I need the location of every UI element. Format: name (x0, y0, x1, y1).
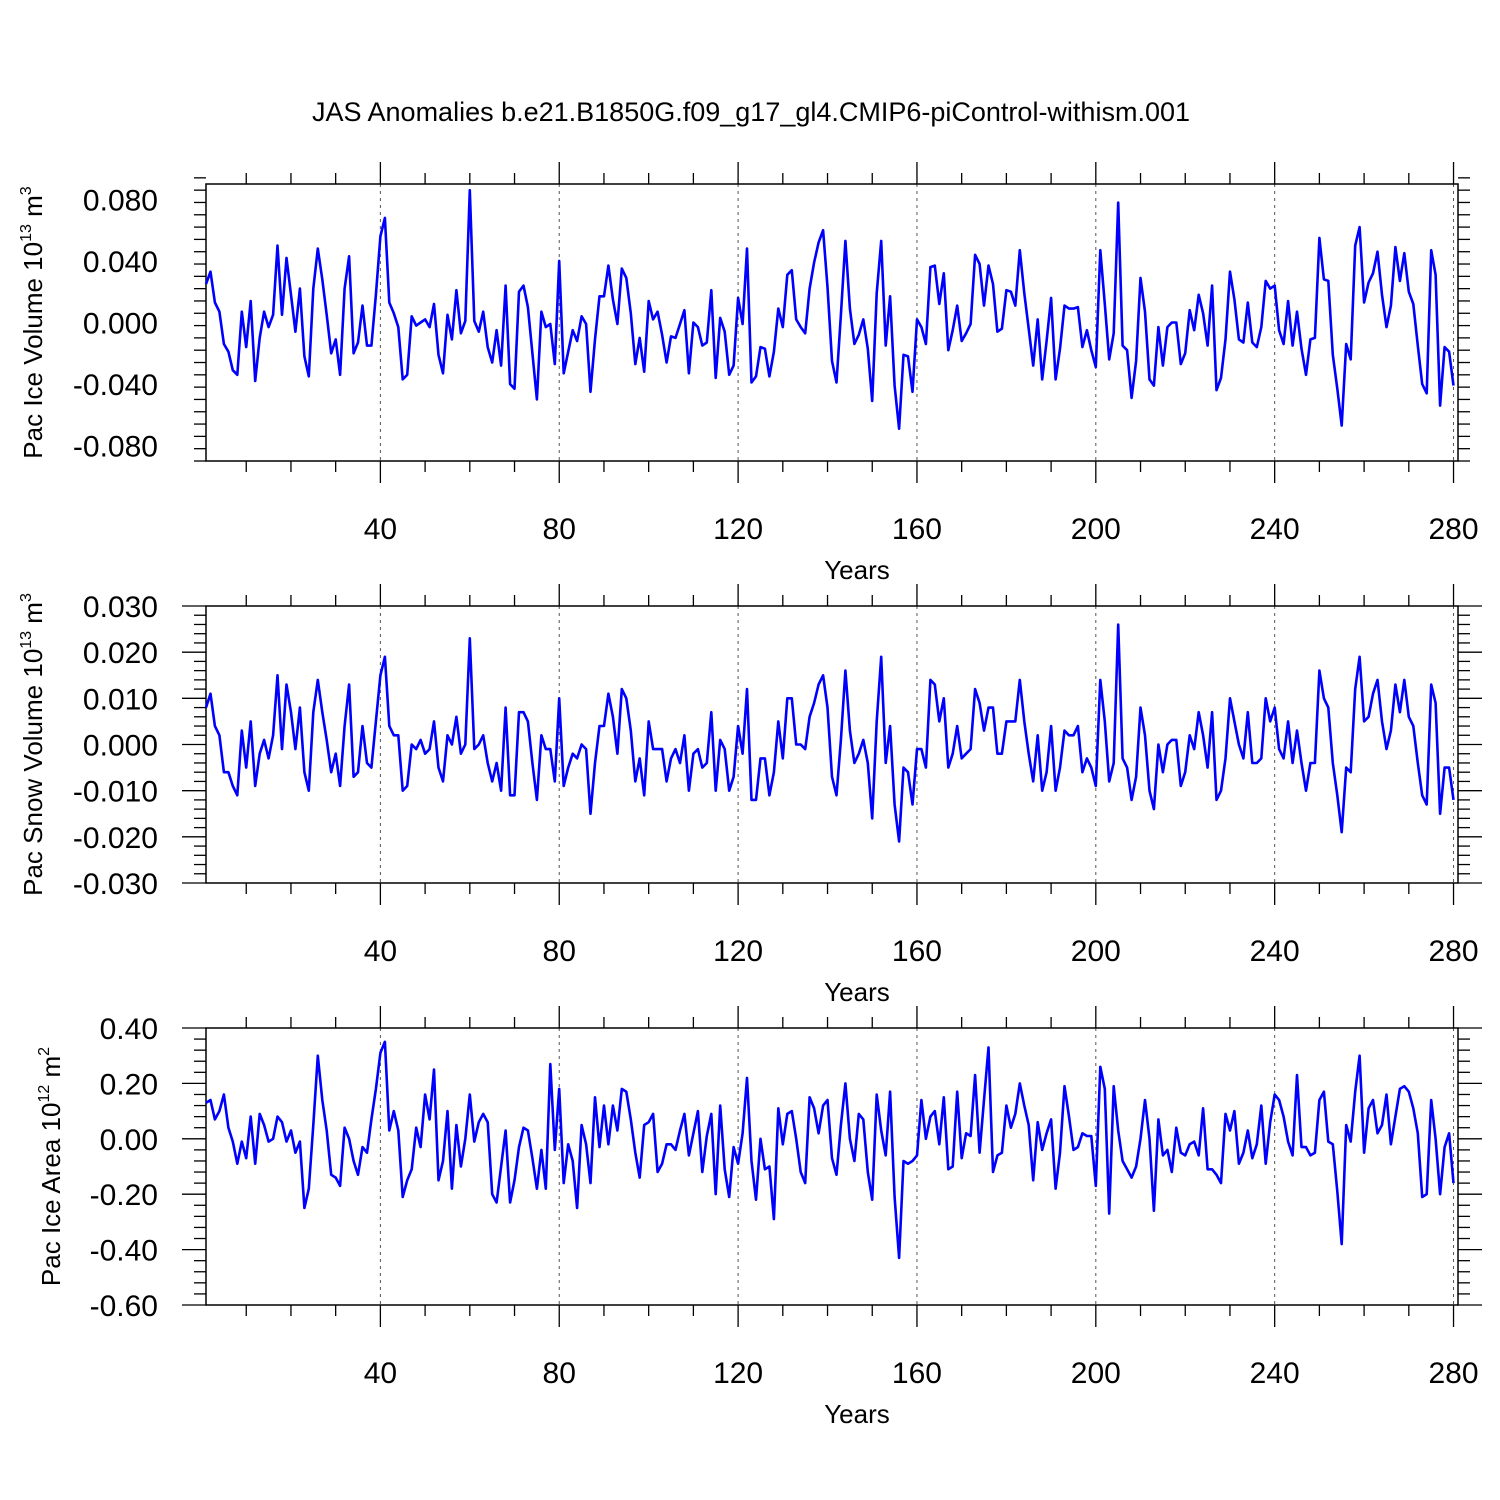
y-axis-label-text: Pac Snow Volume 10 (18, 649, 48, 896)
y-tick-label: -0.60 (90, 1290, 158, 1323)
panels: 40 80 120 160 200 240 280Years-0.080-0.0400.00… (18, 162, 1482, 1429)
y-tick-label: -0.020 (73, 822, 158, 855)
plot-frame (205, 183, 1459, 462)
figure-title: JAS Anomalies b.e21.B1850G.f09_g17_gl4.C… (312, 97, 1190, 127)
y-tick-label: 0.040 (83, 246, 158, 279)
y-axis-label-unit: m (36, 1056, 66, 1085)
plot-frame (205, 1027, 1459, 1306)
x-axis-label: Years (824, 555, 890, 585)
plot-frame (205, 605, 1459, 884)
y-axis-label-exponent: 12 (36, 1085, 53, 1103)
x-tick-label: 40 (364, 935, 397, 968)
y-tick-label: -0.40 (90, 1235, 158, 1268)
x-tick-label: 280 (1428, 513, 1478, 546)
x-tick-label: 280 (1428, 1357, 1478, 1390)
y-tick-label: 0.00 (100, 1124, 158, 1157)
y-axis-label: Pac Ice Volume 1013 m3 (18, 186, 48, 459)
x-tick-label: 80 (543, 1357, 576, 1390)
x-tick-label: 120 (713, 513, 763, 546)
x-axis-label: Years (824, 977, 890, 1007)
y-tick-label: -0.040 (73, 369, 158, 402)
y-tick-label: 0.080 (83, 184, 158, 217)
y-tick-label: -0.030 (73, 868, 158, 901)
y-tick-label: 0.20 (100, 1068, 158, 1101)
y-axis-label-exponent: 13 (18, 631, 35, 649)
x-tick-label: 240 (1250, 513, 1300, 546)
x-tick-label: 160 (892, 513, 942, 546)
y-tick-label: 0.010 (83, 683, 158, 716)
panel-2: 40 80 120 160 200 240 280 Years -0.030 -0.020 -0.0… (18, 584, 1482, 1007)
y-tick-label: -0.010 (73, 776, 158, 809)
y-axis-label-exponent: 13 (18, 224, 35, 242)
y-axis-label-text: Pac Ice Area 10 (36, 1103, 66, 1287)
y-axis-label-unit-exponent: 3 (18, 186, 35, 195)
x-tick-label: 80 (543, 513, 576, 546)
y-axis-label-text: Pac Ice Volume 10 (18, 242, 48, 459)
x-tick-label: 40 (364, 1357, 397, 1390)
x-tick-label: 200 (1071, 513, 1121, 546)
y-tick-label: 0.000 (83, 308, 158, 341)
series-line (204, 623, 1455, 843)
x-tick-label: 80 (543, 935, 576, 968)
x-tick-label: 240 (1250, 1357, 1300, 1390)
y-axis-label-unit: m (18, 602, 48, 631)
x-tick-label: 120 (713, 935, 763, 968)
x-tick-label: 240 (1250, 935, 1300, 968)
y-tick-label: 0.030 (83, 591, 158, 624)
y-tick-label: -0.20 (90, 1179, 158, 1212)
panel-3: 40 80 120 160 200 240 280 Years -0.60 -0.40 -0.20 0… (36, 1006, 1482, 1429)
x-tick-label: 160 (892, 1357, 942, 1390)
series-line (204, 188, 1455, 431)
y-tick-label: -0.080 (73, 431, 158, 464)
y-axis-label-unit-exponent: 2 (36, 1047, 53, 1056)
series-line (205, 1040, 1455, 1260)
x-axis-label: Years (824, 1399, 890, 1429)
panel-1: 40 80 120 160 200 240 280 Years -0.080 -0.040 0.00… (18, 162, 1479, 585)
y-tick-label: 0.000 (83, 730, 158, 763)
x-tick-label: 200 (1071, 1357, 1121, 1390)
y-axis-label: Pac Snow Volume 1013 m3 (18, 593, 48, 896)
y-tick-label: 0.020 (83, 637, 158, 670)
y-tick-label: 0.40 (100, 1013, 158, 1046)
y-axis-label: Pac Ice Area 1012 m2 (36, 1047, 66, 1286)
x-tick-label: 280 (1428, 935, 1478, 968)
y-axis-label-unit: m (18, 195, 48, 224)
x-tick-label: 40 (364, 513, 397, 546)
x-tick-label: 160 (892, 935, 942, 968)
x-tick-label: 120 (713, 1357, 763, 1390)
x-tick-label: 200 (1071, 935, 1121, 968)
y-axis-label-unit-exponent: 3 (18, 593, 35, 602)
